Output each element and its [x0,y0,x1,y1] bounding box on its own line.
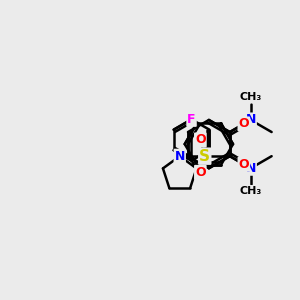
Text: CH₃: CH₃ [240,92,262,102]
Text: O: O [195,166,206,179]
Text: CH₃: CH₃ [240,186,262,196]
Text: N: N [245,162,256,175]
Text: N: N [245,113,256,127]
Text: N: N [175,150,185,163]
Text: O: O [238,117,249,130]
Text: F: F [187,113,196,126]
Text: S: S [199,149,210,164]
Text: O: O [238,158,249,171]
Text: O: O [195,134,206,146]
